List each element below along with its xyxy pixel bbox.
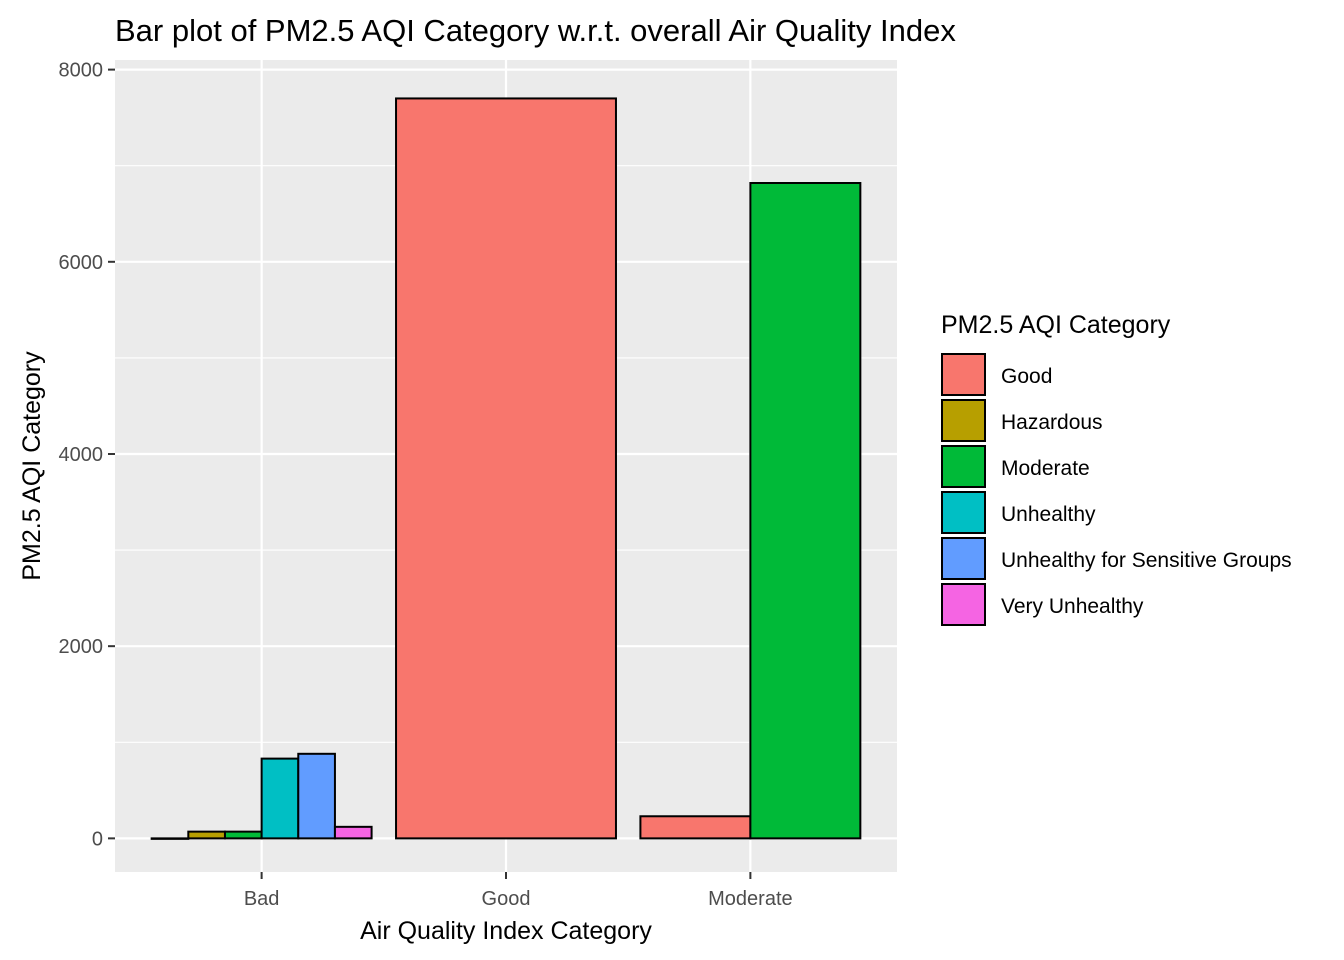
bar-bad-moderate (223, 830, 263, 840)
y-tick-label: 4000 (59, 444, 104, 466)
legend-key (941, 445, 986, 488)
y-tick-label: 2000 (59, 636, 104, 658)
bar-bad-unhealthy (260, 757, 300, 840)
bar-moderate-moderate (749, 182, 862, 840)
bar-bad-unhealthy-for-sensitive-groups (297, 752, 336, 840)
bar-bad-very-unhealthy (333, 825, 373, 840)
legend-label: Good (1001, 365, 1052, 388)
x-tick-label: Moderate (708, 888, 793, 910)
bars (150, 97, 862, 840)
bar-moderate-good (639, 815, 752, 840)
bar-bad-hazardous (187, 830, 226, 840)
legend: PM2.5 AQI Category Good Hazardous Moderate… (941, 311, 1292, 626)
legend-label: Hazardous (1001, 411, 1103, 434)
legend-label: Unhealthy (1001, 503, 1096, 526)
bar-good-good (395, 97, 617, 840)
legend-key (941, 491, 986, 534)
y-axis-ticks: 0 2000 4000 6000 8000 (59, 60, 115, 850)
legend-label: Very Unhealthy (1001, 595, 1144, 618)
bar-bad-good (150, 837, 190, 840)
legend-label: Moderate (1001, 457, 1090, 480)
legend-title: PM2.5 AQI Category (941, 311, 1171, 339)
legend-key (941, 353, 986, 396)
y-tick-label: 0 (92, 828, 103, 850)
legend-key (941, 583, 986, 626)
x-axis-ticks: Bad Good Moderate (244, 872, 793, 910)
legend-key (941, 399, 986, 442)
legend-label: Unhealthy for Sensitive Groups (1001, 549, 1292, 572)
x-tick-label: Bad (244, 888, 280, 910)
y-tick-label: 6000 (59, 252, 104, 274)
chart-title: Bar plot of PM2.5 AQI Category w.r.t. ov… (115, 13, 956, 48)
y-axis-title: PM2.5 AQI Category (18, 351, 46, 581)
legend-key (941, 537, 986, 580)
x-axis-title: Air Quality Index Category (360, 917, 652, 945)
y-tick-label: 8000 (59, 60, 104, 82)
x-tick-label: Good (482, 888, 531, 910)
